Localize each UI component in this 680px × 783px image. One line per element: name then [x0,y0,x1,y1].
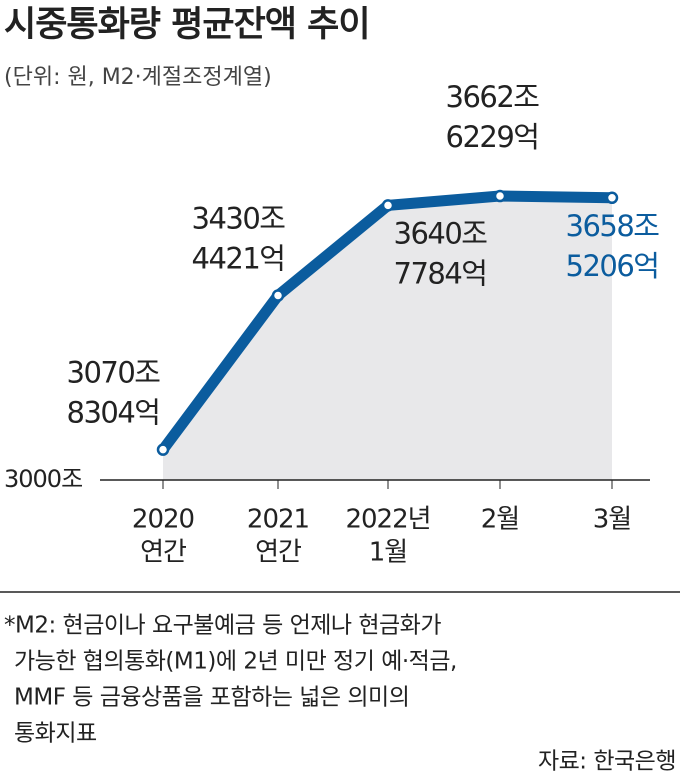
value-label: 8304억 [67,396,160,430]
point [493,189,507,203]
source: 자료: 한국은행 [538,749,676,775]
chart-subtitle: (단위: 원, M2·계절조정계열) [4,65,272,90]
x-tick-label: 3월 [593,505,631,535]
chart-title: 시중통화량 평균잔액 추이 [4,5,370,45]
x-tick-label: 연간 [140,538,186,568]
point [271,289,285,302]
x-tick-label: 2020 [132,505,194,535]
value-label: 5206억 [566,249,659,283]
value-label: 4421억 [192,242,285,276]
point [605,191,619,205]
x-tick-label: 1월 [369,538,407,568]
note: MMF 등 금융상품을 포함하는 넓은 의미의 [14,685,409,711]
value-label: 3658조 [566,209,660,243]
note: 가능한 협의통화(M1)에 2년 미만 정기 예·적금, [14,649,457,675]
y-tick-label: 3000조 [4,465,82,493]
value-label: 3640조 [394,216,488,250]
point [156,443,170,456]
point [381,199,395,212]
value-label: 3430조 [192,202,286,236]
x-tick-label: 2월 [481,505,519,535]
x-tick-label: 2022년 [345,505,430,535]
value-label: 6229억 [446,120,539,154]
x-tick-label: 2021 [247,505,309,535]
x-tick-label: 연간 [255,538,301,568]
note: *M2: 현금이나 요구불예금 등 언제나 현금화가 [4,613,441,639]
value-label: 7784억 [394,256,487,290]
note: 통화지표 [14,721,97,747]
area [163,196,612,481]
value-label: 3662조 [446,80,540,114]
value-label: 3070조 [67,356,161,390]
